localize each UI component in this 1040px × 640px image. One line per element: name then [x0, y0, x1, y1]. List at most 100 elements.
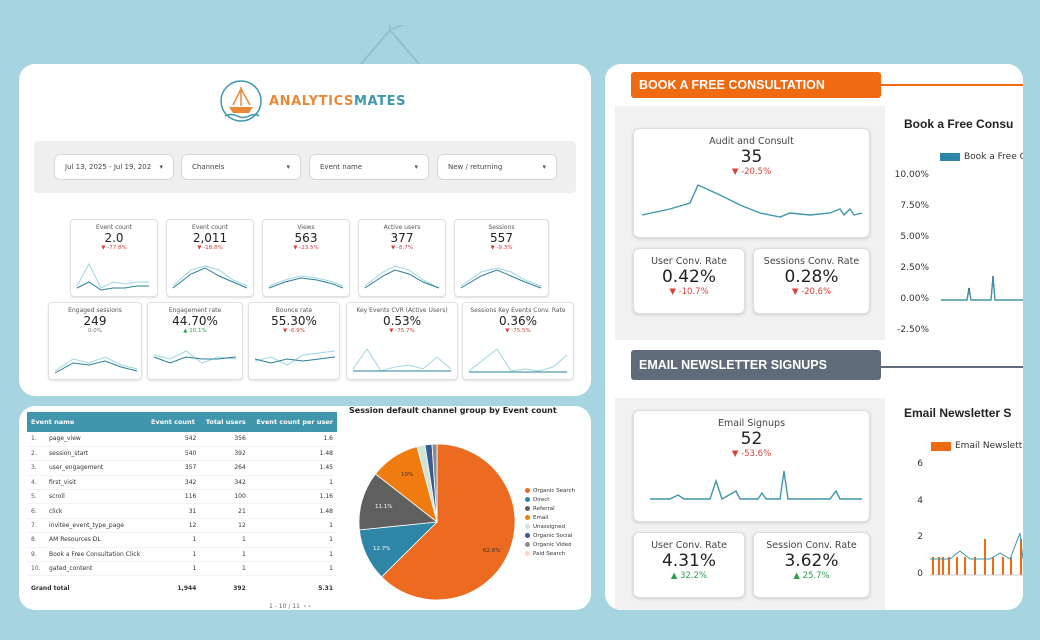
legend-label: Email: [533, 514, 549, 521]
chevron-down-icon: ▾: [286, 163, 290, 171]
event-name-cell: page_view: [45, 432, 148, 447]
legend-item[interactable]: Unassigned: [525, 522, 575, 531]
column-header-event-count[interactable]: Event count: [147, 412, 201, 432]
column-header-total-users[interactable]: Total users: [200, 412, 250, 432]
kpi-label: Views: [297, 224, 315, 231]
column-header-event-count-per-user[interactable]: Event count per user: [249, 412, 337, 432]
table-row[interactable]: 9. Book a Free Consultation Click 1 1 1: [27, 547, 337, 563]
event-name-cell: invitee_event_type_page: [45, 518, 148, 534]
kpi-label: Event count: [95, 224, 133, 231]
kpi-card: Engagement rate 44.70% ▲ 10.1%: [147, 302, 243, 380]
table-row[interactable]: 10. gated_content 1 1 1: [27, 561, 337, 577]
total-users-cell: 1: [200, 532, 250, 548]
chart1-y-tick: 10.00%: [894, 170, 929, 180]
legend-label: Organic Search: [533, 487, 576, 494]
table-row[interactable]: 5. scroll 116 100 1.16: [27, 489, 337, 505]
sessions-conv-rate-change: ▼ -20.6%: [791, 287, 832, 297]
chart2-y-tick: 4: [917, 495, 923, 506]
row-index: 1.: [27, 432, 45, 447]
pie-label-email: 10%: [401, 472, 413, 478]
chevron-down-icon: ▾: [159, 163, 163, 171]
pie-label-direct: 12.7%: [373, 546, 390, 552]
event-count-cell: 1: [147, 547, 201, 563]
total-users-cell: 342: [200, 475, 250, 491]
count-per-user-cell: 1.48: [249, 503, 337, 519]
table-row[interactable]: 3. user_engagement 357 264 1.45: [27, 460, 337, 476]
kpi-change: ▼ -75.5%: [505, 328, 531, 334]
kpi-card: Views 563 ▼ -23.5%: [262, 219, 350, 297]
kpi-value: 44.70%: [172, 314, 218, 328]
legend-swatch: [525, 488, 530, 493]
grand-total-row: Grand total 1,944 392 5.31: [27, 576, 337, 600]
pie-slice-organic-video: [431, 443, 438, 523]
event-count-cell: 116: [147, 489, 201, 505]
row-index: 3.: [27, 460, 45, 476]
kpi-value: 249: [83, 314, 107, 328]
count-per-user-cell: 1: [249, 475, 337, 491]
kpi-change: ▼ -8.7%: [391, 245, 413, 251]
kpi-value: 55.30%: [271, 314, 317, 328]
email-signups-sparkline: [650, 470, 862, 501]
column-header-event-name[interactable]: Event name: [27, 412, 148, 432]
event-count-cell: 12: [147, 518, 201, 534]
sparkline: [54, 356, 138, 374]
email-signups-card: Email Signups 52 ▼ -53.6%: [633, 410, 870, 522]
row-index: 4.: [27, 475, 45, 491]
row-index: 2.: [27, 446, 45, 462]
legend-item[interactable]: Paid Search: [525, 549, 575, 558]
table-row[interactable]: 7. invitee_event_type_page 12 12 1: [27, 518, 337, 534]
user-conv-rate-label: User Conv. Rate: [651, 256, 727, 267]
kpi-label: Key Events CVR (Active Users): [356, 307, 448, 314]
total-users-cell: 12: [200, 518, 250, 534]
table-row[interactable]: 4. first_visit 342 342 1: [27, 475, 337, 491]
event-name-filter[interactable]: Event name ▾: [309, 154, 429, 180]
kpi-label: Active users: [383, 224, 421, 231]
chart1-y-tick: 2.50%: [900, 263, 929, 273]
channels-filter[interactable]: Channels ▾: [181, 154, 301, 180]
event-name-cell: first_visit: [45, 475, 148, 491]
event-name-cell: AM Resources DL: [45, 532, 148, 548]
table-row[interactable]: 2. session_start 540 392 1.48: [27, 446, 337, 462]
chart1-line: [941, 275, 1023, 301]
sessions-conv-rate-label: Sessions Conv. Rate: [763, 256, 860, 267]
legend-item[interactable]: Organic Social: [525, 531, 575, 540]
table-row[interactable]: 6. click 31 21 1.48: [27, 503, 337, 519]
chevron-right-icon[interactable]: ›: [308, 603, 311, 610]
email-user-conv-rate-card: User Conv. Rate 4.31% ▲ 32.2%: [633, 532, 745, 598]
table-row[interactable]: 8. AM Resources DL 1 1 1: [27, 532, 337, 548]
table-pager[interactable]: 1 - 10 / 11 ‹ ›: [269, 603, 310, 610]
legend-label: Direct: [533, 496, 550, 503]
chart1-legend: Book a Free C: [940, 152, 1023, 162]
section-header-book-consultation: BOOK A FREE CONSULTATION: [631, 72, 881, 98]
legend-item[interactable]: Organic Video: [525, 540, 575, 549]
user-conv-rate-card: User Conv. Rate 0.42% ▼ -10.7%: [633, 248, 745, 314]
kpi-card: Bounce rate 55.30% ▼ -6.9%: [248, 302, 340, 380]
grand-total-users: 392: [233, 584, 246, 592]
sparkline: [172, 265, 248, 289]
event-table: Event name Event count Total users Event…: [27, 412, 337, 600]
event-count-cell: 542: [147, 432, 201, 447]
legend-item[interactable]: Referral: [525, 504, 575, 513]
count-per-user-cell: 1.48: [249, 446, 337, 462]
legend-item[interactable]: Organic Search: [525, 486, 575, 495]
chevron-left-icon[interactable]: ‹: [303, 603, 307, 610]
legend-swatch: [525, 506, 530, 511]
email-user-conv-rate-value: 4.31%: [661, 551, 716, 571]
table-row[interactable]: 1. page_view 542 356 1.6: [27, 432, 337, 447]
date-range-filter[interactable]: Jul 13, 2025 - Jul 19, 202 ▾: [54, 154, 174, 180]
kpi-value: 377: [390, 231, 414, 245]
email-user-conv-rate-change: ▲ 32.2%: [670, 571, 708, 581]
event-name-cell: scroll: [45, 489, 148, 505]
row-index: 6.: [27, 503, 45, 519]
new-returning-filter[interactable]: New / returning ▾: [437, 154, 557, 180]
email-session-conv-rate-card: Session Conv. Rate 3.62% ▲ 25.7%: [753, 532, 870, 598]
kpi-change: ▼ -23.5%: [293, 245, 319, 251]
legend-item[interactable]: Direct: [525, 495, 575, 504]
section2-divider: [881, 366, 1023, 368]
chart1-y-tick: 7.50%: [900, 201, 929, 211]
event-count-cell: 1: [147, 561, 201, 577]
legend-item[interactable]: Email: [525, 513, 575, 522]
channel-pie-chart: 62.6% 12.7% 11.1% 10%: [358, 443, 516, 601]
kpi-label: Bounce rate: [275, 307, 313, 314]
sparkline: [76, 262, 149, 291]
